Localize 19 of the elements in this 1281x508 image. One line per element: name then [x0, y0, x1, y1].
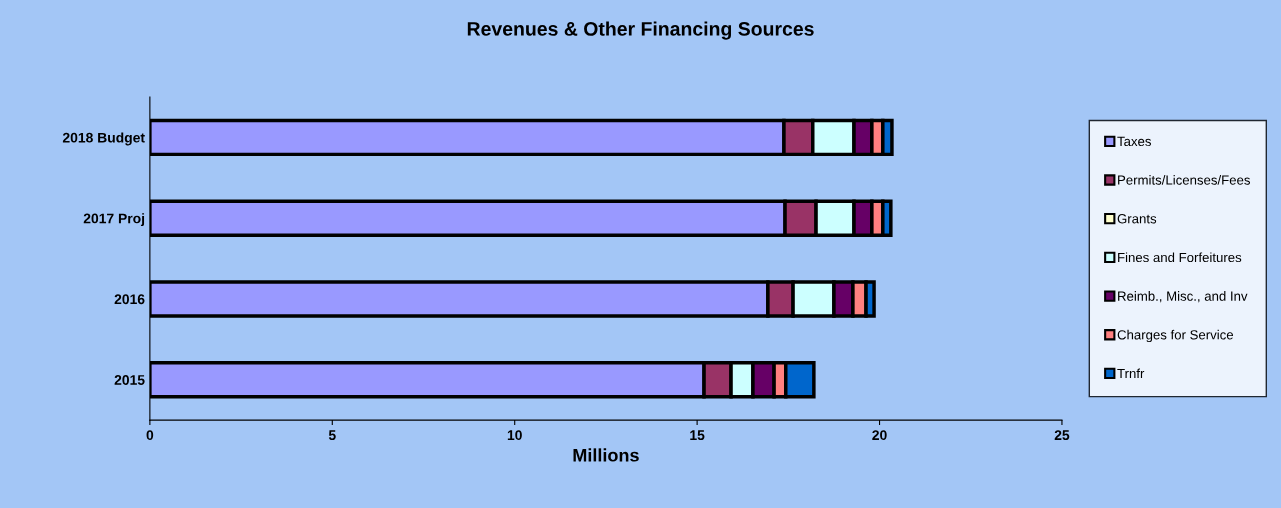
legend-label: Trnfr	[1117, 368, 1145, 379]
legend-label: Reimb., Misc., and Inv	[1118, 291, 1248, 303]
legend-label: Charges for Service	[1117, 329, 1234, 343]
chart-title: Revenues & Other Financing Sources	[467, 21, 814, 40]
y-tick-label: 2017 Proj	[83, 213, 145, 227]
legend-label: Grants	[1117, 214, 1157, 224]
x-tick-label: 5	[328, 430, 336, 441]
y-tick-label: 2016	[114, 294, 145, 305]
legend-label: Fines and Forfeitures	[1118, 252, 1242, 263]
x-axis-title: Millions	[573, 448, 639, 462]
x-tick-label: 15	[690, 430, 705, 441]
x-tick-label: 10	[507, 430, 522, 441]
legend-label: Taxes	[1117, 136, 1152, 147]
x-tick-label: 0	[146, 430, 154, 441]
y-tick-label: 2018 Budget	[62, 132, 145, 146]
legend-label: Permits/Licenses/Fees	[1118, 175, 1250, 185]
y-tick-label: 2015	[114, 375, 145, 385]
x-tick-label: 25	[1054, 430, 1070, 441]
x-tick-label: 20	[872, 430, 887, 441]
